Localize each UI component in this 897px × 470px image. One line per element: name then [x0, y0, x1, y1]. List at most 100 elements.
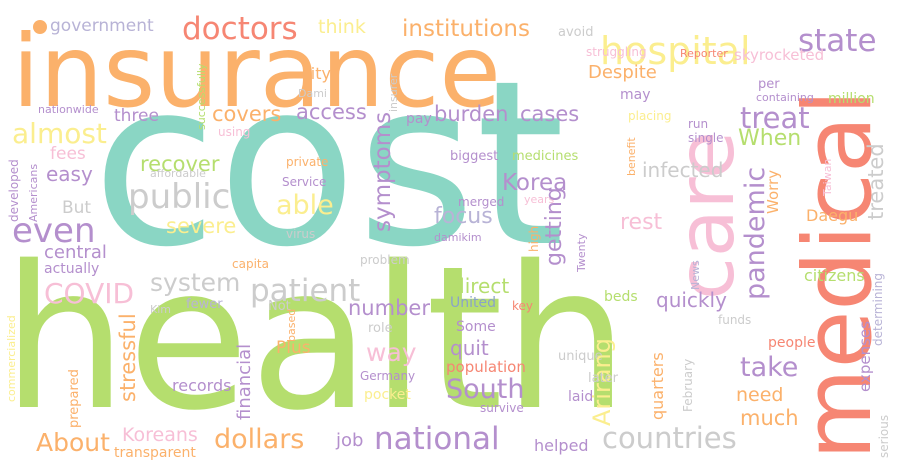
word-successfully: successfully — [195, 63, 208, 131]
word-merged: merged — [458, 195, 505, 209]
word-laid: laid — [568, 389, 594, 405]
word-expenses: expenses — [856, 321, 874, 392]
word-serious: serious — [877, 414, 891, 458]
word-quit: quit — [450, 336, 489, 360]
word-central: central — [44, 242, 107, 263]
word-rest: rest — [620, 210, 663, 235]
word-think: think — [318, 16, 366, 38]
word-Koreans: Koreans — [122, 424, 198, 446]
word-cost: cost — [92, 31, 566, 297]
word-cases: cases — [520, 102, 580, 126]
word-burden: burden — [434, 102, 509, 126]
word-containing: containing — [756, 91, 814, 104]
word-later: later — [588, 371, 619, 386]
word-much: much — [740, 406, 799, 430]
word-funds: funds — [718, 313, 752, 327]
word-COVID: COVID — [44, 277, 135, 310]
word-patient: patient — [250, 273, 361, 309]
word-Korea: Korea — [502, 170, 568, 196]
word-struggling: struggling — [586, 45, 647, 59]
word-Kim: Kim — [150, 303, 171, 316]
word-Taiwan: Taiwan — [821, 158, 834, 196]
word-Daegu: Daegu — [806, 206, 859, 225]
word-using: using — [218, 125, 251, 139]
word-quarters: quarters — [648, 352, 667, 420]
word-pandemic: pandemic — [740, 166, 771, 300]
word-benefit: benefit — [625, 137, 638, 176]
word-state: state — [798, 23, 877, 59]
word-Twenty: Twenty — [575, 233, 588, 272]
word-million: million — [828, 91, 875, 107]
dot-mark — [33, 20, 47, 34]
word-severe: severe — [166, 214, 237, 238]
word-survive: survive — [480, 401, 524, 415]
word-About: About — [36, 428, 110, 457]
word-placing: placing — [628, 109, 672, 123]
word-fees: fees — [50, 144, 86, 164]
word-pocket: pocket — [364, 387, 411, 403]
word-actually: actually — [44, 261, 100, 277]
word-countries: countries — [602, 421, 737, 455]
word-treat: treat — [740, 101, 810, 135]
word-recover: recover — [140, 152, 220, 176]
word-nationwide: nationwide — [38, 103, 99, 116]
word-helped: helped — [534, 436, 589, 455]
word-treated: treated — [864, 143, 888, 220]
word-system: system — [150, 268, 241, 297]
word-focus: focus — [434, 204, 493, 229]
word-Dami: Dami — [298, 87, 327, 100]
word-When: When — [738, 126, 802, 151]
word-pay: pay — [406, 111, 432, 127]
word-Reporter: Reporter — [680, 47, 728, 60]
word-health: health — [2, 223, 629, 454]
word-infected: infected — [642, 158, 724, 182]
word-South: South — [446, 374, 525, 405]
word-getting: getting — [542, 187, 567, 266]
word-problem: problem — [360, 253, 410, 267]
word-per: per — [758, 77, 780, 92]
word-fewer: fewer — [186, 297, 223, 312]
word-hospital: hospital — [600, 29, 751, 73]
word-high: high — [527, 225, 541, 252]
word-years: years — [524, 193, 555, 206]
word-role: role — [368, 321, 393, 336]
word-direct: direct — [452, 274, 510, 298]
word-private: private — [286, 155, 329, 169]
word-Service: Service — [282, 175, 327, 189]
word-affordable: affordable — [150, 167, 206, 180]
word-Germany: Germany — [360, 369, 416, 383]
word-key: key — [512, 299, 534, 313]
word-population: population — [446, 358, 526, 376]
word-almost: almost — [12, 117, 107, 150]
word-News: News — [689, 260, 702, 290]
word-avoid: avoid — [558, 25, 594, 40]
word-prepared: prepared — [67, 369, 82, 428]
word-national: national — [374, 421, 500, 457]
word-commercialized: commercialized — [5, 315, 18, 402]
word-way: way — [366, 338, 417, 367]
word-public: public — [128, 177, 231, 217]
word-take: take — [740, 352, 799, 383]
word-biggest: biggest — [450, 149, 499, 164]
word-Some: Some — [456, 319, 496, 335]
word-covers: covers — [212, 102, 282, 126]
word-government: government — [50, 16, 154, 36]
word-people: people — [768, 335, 816, 351]
word-able: able — [276, 190, 334, 221]
word-care: care — [662, 130, 752, 300]
word-run: run — [688, 117, 709, 131]
word-transparent: transparent — [114, 445, 196, 461]
word-three: three — [114, 106, 159, 126]
word-damikim: damikim — [434, 231, 482, 244]
word-quickly: quickly — [656, 288, 727, 312]
word-insurance: insurance — [12, 13, 501, 130]
word-records: records — [172, 376, 232, 395]
word-citizens: citizens — [804, 266, 865, 285]
word-But: But — [62, 198, 92, 218]
word-symptoms: symptoms — [370, 111, 396, 232]
word-skyrocketed: skyrocketed — [734, 46, 825, 64]
word-Plus: Plus — [276, 338, 311, 358]
word-dollars: dollars — [214, 424, 305, 455]
word-easy: easy — [46, 162, 93, 186]
